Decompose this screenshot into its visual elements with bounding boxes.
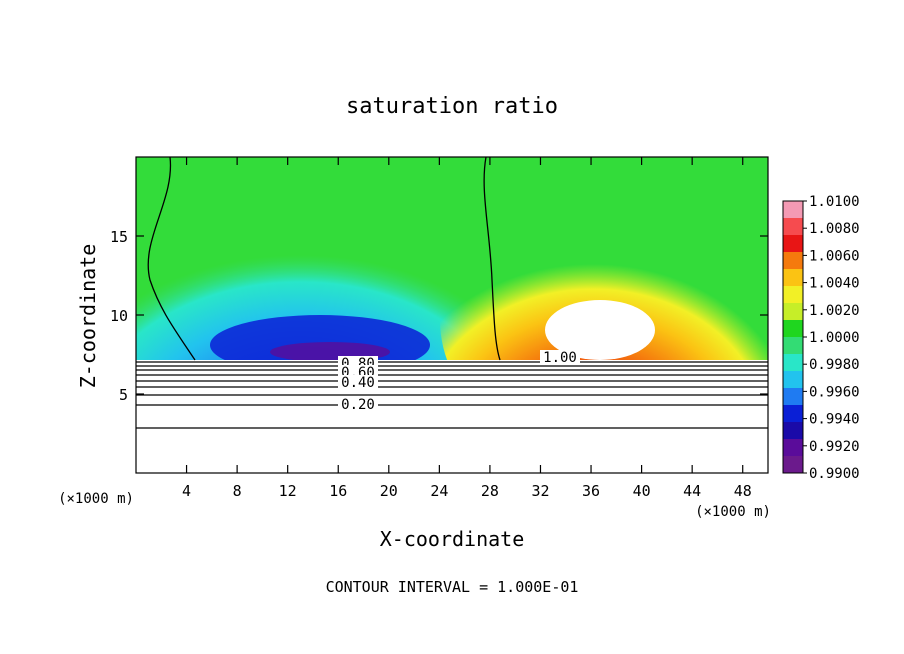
plot-area [136,157,768,473]
colorbar-label: 0.9940 [809,412,860,428]
lower-region [136,360,768,473]
contour-labels: 0.800.600.400.201.00 [338,350,580,413]
colorbar-swatch [783,201,803,219]
y-axis-ticks: 5 10 15 [110,228,768,404]
colorbar-swatch [783,269,803,287]
colorbar-labels: 1.0100 1.0080 1.0060 1.0040 1.0020 1.0000 0.99… [803,194,860,482]
y-tick-label: 5 [119,386,128,404]
chart-title: saturation ratio [346,94,558,119]
colorbar-swatch [783,218,803,236]
colorbar-swatch [783,371,803,389]
contour-1-00-left [147,157,196,361]
y-tick-label: 15 [110,228,128,246]
supersaturated-core [545,300,655,360]
x-tick-label: 36 [582,482,600,500]
x-tick-label: 32 [531,482,549,500]
contour-label-bg [338,397,378,411]
x-tick-label: 4 [182,482,191,500]
colorbar-label: 1.0080 [809,221,860,237]
x-tick-label: 8 [233,482,242,500]
x-unit-label-left: (×1000 m) [58,491,134,507]
contour-label: 0.20 [341,397,375,413]
colorbar-swatch [783,286,803,304]
colorbar-swatch [783,337,803,355]
contour-label: 1.00 [543,350,577,366]
x-tick-label: 24 [430,482,448,500]
colorbar-swatch [783,235,803,253]
colorbar-swatch [783,422,803,440]
colorbar-label: 1.0040 [809,276,860,292]
colorbar-swatch [783,456,803,474]
colorbar-swatch [783,405,803,423]
contour-1-00-mid [483,157,501,361]
colorbar-label: 0.9920 [809,439,860,455]
x-axis-ticks: 4 8 12 16 20 24 28 32 36 40 44 48 [182,157,752,500]
x-tick-label: 48 [734,482,752,500]
x-tick-label: 20 [380,482,398,500]
x-unit-label-right: (×1000 m) [695,504,771,520]
colorbar-label: 1.0020 [809,303,860,319]
y-axis-label: Z-coordinate [76,244,100,389]
colorbar-swatch [783,320,803,338]
contour-interval-footer: CONTOUR INTERVAL = 1.000E-01 [326,578,579,596]
y-tick-label: 10 [110,307,128,325]
colorbar-swatch [783,439,803,457]
x-tick-label: 44 [683,482,701,500]
colorbar-swatch [783,303,803,321]
colorbar-label: 0.9980 [809,357,860,373]
colorbar-label: 1.0000 [809,330,860,346]
colorbar-label: 0.9960 [809,384,860,400]
colorbar-swatch [783,354,803,372]
contour-label-bg [338,375,378,389]
colorbar [782,200,804,474]
colorbar-label: 1.0060 [809,248,860,264]
contour-label-bg [540,350,580,364]
colorbar-swatch [783,388,803,406]
contour-label: 0.40 [341,375,375,391]
x-tick-label: 16 [329,482,347,500]
colorbar-swatch [783,252,803,270]
x-tick-label: 40 [633,482,651,500]
colorbar-label: 0.9900 [809,466,860,482]
colorbar-label: 1.0100 [809,194,860,210]
x-tick-label: 12 [279,482,297,500]
x-tick-label: 28 [481,482,499,500]
x-axis-label: X-coordinate [380,527,525,551]
